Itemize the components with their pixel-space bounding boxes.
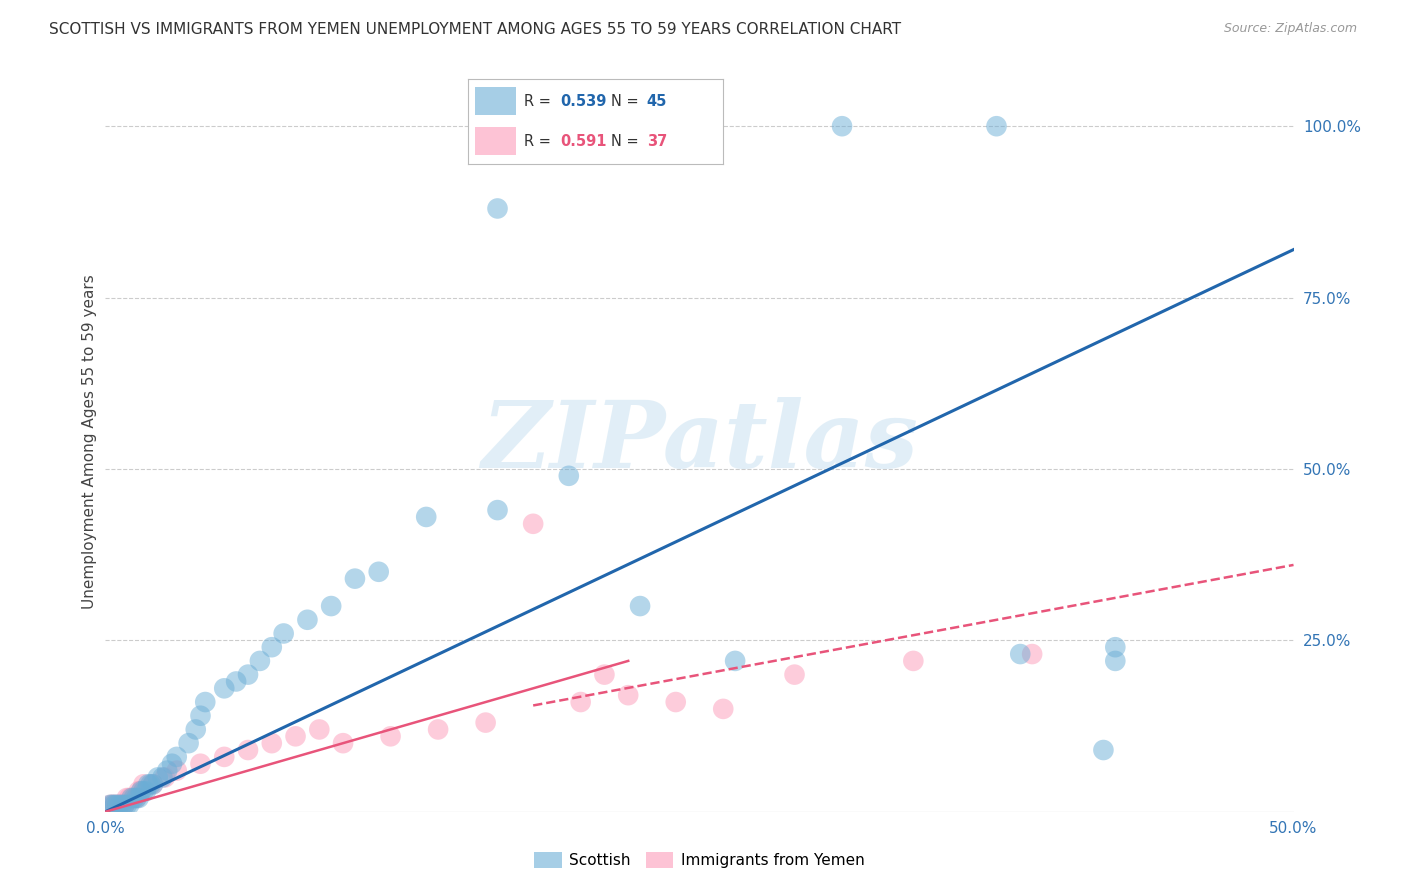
Point xyxy=(628,599,651,613)
Point xyxy=(214,750,236,764)
Point xyxy=(1092,743,1115,757)
Point xyxy=(214,681,236,696)
Point xyxy=(128,791,150,805)
Y-axis label: Unemployment Among Ages 55 to 59 years: Unemployment Among Ages 55 to 59 years xyxy=(82,274,97,609)
Point xyxy=(115,791,138,805)
Point xyxy=(139,777,162,791)
Point xyxy=(486,202,509,216)
Point xyxy=(380,729,402,743)
Point xyxy=(152,771,174,785)
Point xyxy=(111,797,134,812)
Point xyxy=(142,777,165,791)
Point xyxy=(284,729,307,743)
Point xyxy=(101,797,124,812)
Point xyxy=(724,654,747,668)
Point xyxy=(249,654,271,668)
Point xyxy=(108,797,131,812)
Point xyxy=(711,702,734,716)
Point xyxy=(114,797,136,812)
Point xyxy=(98,797,121,812)
Point xyxy=(617,688,640,702)
Point xyxy=(146,771,169,785)
Point xyxy=(474,715,496,730)
Point xyxy=(118,791,141,805)
Point xyxy=(427,723,450,737)
Point xyxy=(122,791,145,805)
Point xyxy=(111,797,134,812)
Point xyxy=(160,756,183,771)
Point xyxy=(236,667,259,681)
Point xyxy=(332,736,354,750)
Point xyxy=(367,565,389,579)
Point xyxy=(129,784,152,798)
Point xyxy=(260,640,283,655)
Point xyxy=(260,736,283,750)
Point xyxy=(118,797,141,812)
Point xyxy=(105,797,128,812)
Point xyxy=(129,784,152,798)
Point xyxy=(190,756,212,771)
Point xyxy=(569,695,592,709)
Point xyxy=(665,695,688,709)
Point xyxy=(132,777,155,791)
Point xyxy=(1021,647,1043,661)
Point xyxy=(486,503,509,517)
Point xyxy=(128,784,150,798)
Point xyxy=(104,797,127,812)
Legend: Scottish, Immigrants from Yemen: Scottish, Immigrants from Yemen xyxy=(529,847,870,874)
Point xyxy=(986,119,1008,133)
Point xyxy=(1104,654,1126,668)
Point xyxy=(125,791,148,805)
Point xyxy=(177,736,200,750)
Point xyxy=(1104,640,1126,655)
Text: Source: ZipAtlas.com: Source: ZipAtlas.com xyxy=(1223,22,1357,36)
Point xyxy=(190,708,212,723)
Point xyxy=(125,791,148,805)
Point xyxy=(98,797,121,812)
Point xyxy=(132,784,155,798)
Point xyxy=(108,797,131,812)
Point xyxy=(236,743,259,757)
Point xyxy=(225,674,247,689)
Point xyxy=(166,750,188,764)
Point xyxy=(308,723,330,737)
Point xyxy=(104,797,127,812)
Point xyxy=(522,516,544,531)
Point xyxy=(321,599,343,613)
Point xyxy=(1010,647,1032,661)
Point xyxy=(166,764,188,778)
Point xyxy=(121,791,143,805)
Point xyxy=(121,791,143,805)
Point xyxy=(136,777,159,791)
Point xyxy=(115,797,138,812)
Point xyxy=(783,667,806,681)
Point xyxy=(558,468,581,483)
Point xyxy=(831,119,853,133)
Point xyxy=(184,723,207,737)
Point xyxy=(343,572,366,586)
Point xyxy=(273,626,295,640)
Point xyxy=(297,613,319,627)
Text: ZIPatlas: ZIPatlas xyxy=(481,397,918,486)
Point xyxy=(105,797,128,812)
Point xyxy=(101,797,124,812)
Point xyxy=(135,784,157,798)
Point xyxy=(156,764,179,778)
Point xyxy=(903,654,925,668)
Text: SCOTTISH VS IMMIGRANTS FROM YEMEN UNEMPLOYMENT AMONG AGES 55 TO 59 YEARS CORRELA: SCOTTISH VS IMMIGRANTS FROM YEMEN UNEMPL… xyxy=(49,22,901,37)
Point xyxy=(142,777,165,791)
Point xyxy=(593,667,616,681)
Point xyxy=(114,797,136,812)
Point xyxy=(415,510,437,524)
Point xyxy=(194,695,217,709)
Point xyxy=(153,771,176,785)
Point xyxy=(122,791,145,805)
